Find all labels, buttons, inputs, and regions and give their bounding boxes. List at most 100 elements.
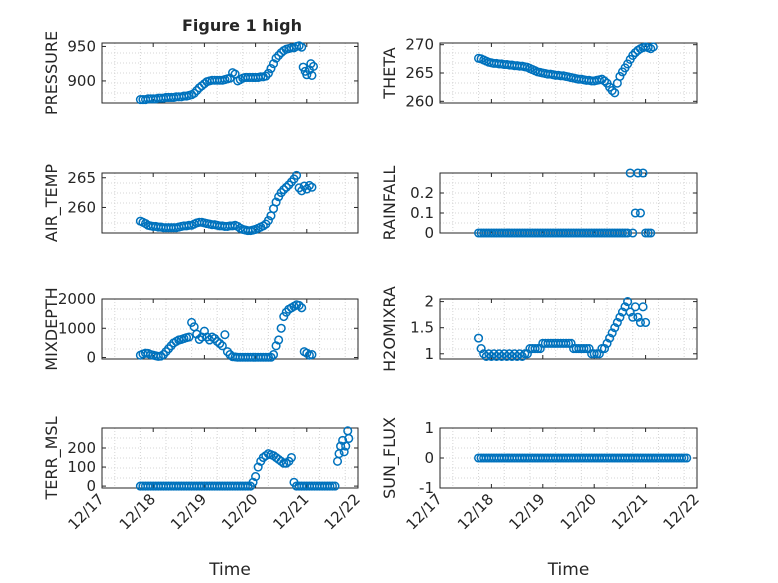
data-point: [476, 344, 486, 354]
data-point: [307, 350, 317, 360]
y-axis-label: AIR_TEMP: [42, 164, 62, 242]
x-tick-label: 12/21: [269, 490, 312, 533]
y-axis-label: TERR_MSL: [42, 416, 62, 500]
data-point: [220, 330, 230, 340]
grid: [102, 428, 358, 488]
data-point: [344, 433, 354, 444]
y-tick-label: 1.5: [410, 319, 434, 337]
data-point: [240, 481, 250, 491]
data-point: [266, 352, 276, 362]
data-point: [610, 88, 620, 98]
data-point: [522, 349, 532, 359]
data-point: [494, 349, 504, 359]
data-point: [281, 458, 291, 468]
y-tick-label: 265: [405, 64, 434, 82]
x-tick-label: 12/19: [167, 490, 210, 533]
data-point: [268, 59, 279, 69]
data-point: [286, 452, 296, 463]
data-point: [623, 59, 633, 69]
data-point: [225, 350, 235, 360]
data-point: [307, 182, 317, 192]
subplot-grid: 900 950 PRESSURE 260 265 270 THETA 260 265 AIR_TE…: [42, 31, 703, 580]
y-tick-label: 1: [424, 419, 434, 437]
data-point: [566, 338, 576, 348]
y-tick-label: 0: [86, 477, 96, 495]
data-point: [274, 335, 284, 345]
data-point: [497, 351, 507, 361]
data-point: [339, 447, 349, 457]
data-point: [589, 349, 599, 359]
data-point: [306, 59, 316, 69]
data-point: [633, 312, 643, 322]
data-point: [625, 307, 635, 317]
data-point: [507, 351, 517, 361]
data-point: [638, 302, 648, 312]
data-point: [502, 351, 512, 361]
data-point: [628, 50, 638, 61]
data-point: [279, 312, 289, 322]
data-point: [533, 344, 543, 354]
data-point: [646, 228, 656, 238]
y-tick-label: 0.1: [410, 204, 434, 222]
subplot-air_temp: 260 265 AIR_TEMP: [42, 164, 359, 242]
data-point: [332, 456, 343, 466]
subplot-rainfall: 0 0.1 0.2 RAINFALL: [380, 166, 698, 242]
data-point: [635, 208, 646, 218]
data-point: [599, 344, 610, 354]
data-point: [268, 350, 279, 360]
data-point: [274, 50, 284, 60]
data-point: [520, 349, 530, 359]
data-point: [535, 344, 545, 354]
data-point: [641, 317, 651, 328]
y-tick-label: 0.2: [410, 184, 434, 202]
data-point: [189, 88, 199, 98]
y-axis-label: H2OMIXRA: [380, 286, 399, 372]
data-point: [261, 71, 271, 81]
data-point: [617, 228, 628, 238]
x-tick-label: 12/20: [218, 490, 261, 533]
axes-box: [101, 172, 359, 234]
x-tick-label: 12/22: [321, 490, 364, 533]
y-tick-label: -1: [419, 479, 434, 497]
data-point: [325, 481, 335, 491]
data-point: [643, 228, 653, 238]
x-axis-label: Time: [547, 560, 590, 580]
data-point: [641, 228, 651, 238]
data-point: [297, 42, 307, 52]
data-point: [199, 79, 209, 89]
axes-box: [439, 172, 698, 234]
data-point: [307, 70, 317, 80]
data-point: [610, 323, 620, 333]
grid: [440, 299, 697, 359]
series-markers: [474, 42, 658, 98]
y-tick-label: 1: [424, 345, 434, 363]
grid: [102, 173, 358, 233]
data-point: [302, 348, 312, 358]
data-point: [248, 477, 258, 487]
y-tick-label: 200: [67, 439, 96, 457]
series-markers: [135, 170, 317, 236]
data-point: [563, 338, 574, 348]
y-axis-label: THETA: [380, 47, 399, 99]
x-tick-label: 12/20: [557, 490, 600, 533]
data-point: [581, 344, 592, 354]
grid: [102, 43, 358, 103]
axes-box: [101, 427, 359, 489]
series-markers: [474, 168, 656, 238]
series-markers: [474, 453, 692, 463]
y-tick-label: 0: [424, 449, 434, 467]
data-point: [517, 351, 527, 361]
data-point: [648, 42, 658, 52]
data-point: [499, 349, 509, 359]
data-point: [297, 303, 307, 313]
data-point: [615, 71, 625, 81]
data-point: [638, 168, 648, 178]
data-point: [279, 458, 289, 468]
data-point: [630, 208, 640, 218]
x-tick-label: 12/18: [116, 490, 159, 533]
data-point: [579, 344, 589, 354]
data-point: [597, 344, 607, 354]
data-point: [184, 332, 194, 342]
